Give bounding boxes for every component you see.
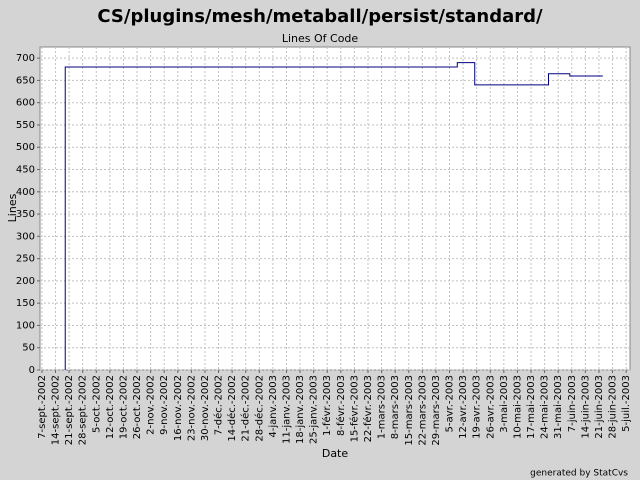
data-line bbox=[64, 62, 603, 370]
x-tick-label: 14-sept.-2002 bbox=[51, 375, 62, 445]
y-tick-label: 200 bbox=[16, 276, 35, 287]
x-tick-label: 1-févr.-2003 bbox=[321, 375, 333, 436]
x-tick-label: 21-déc.-2002 bbox=[240, 375, 252, 442]
x-tick-label: 14-juin-2003 bbox=[580, 375, 591, 439]
plot-area bbox=[39, 46, 631, 371]
x-tick-label: 30-nov.-2002 bbox=[200, 375, 211, 441]
x-tick-label: 15-févr.-2003 bbox=[348, 375, 360, 442]
x-tick-label: 5-juil.-2003 bbox=[621, 375, 632, 432]
x-tick-label: 24-mai-2003 bbox=[540, 375, 551, 439]
x-tick-label: 28-sept.-2002 bbox=[78, 375, 89, 445]
x-tick-label: 3-mai-2003 bbox=[499, 375, 510, 433]
x-tick-label: 18-janv.-2003 bbox=[295, 375, 306, 444]
y-tick-label: 450 bbox=[16, 165, 35, 176]
chart-title: CS/plugins/mesh/metaball/persist/standar… bbox=[97, 6, 543, 27]
x-tick-label: 7-juin-2003 bbox=[567, 375, 578, 432]
x-tick-label: 1-mars-2003 bbox=[377, 375, 388, 439]
x-tick-label: 14-déc.-2002 bbox=[226, 375, 238, 442]
y-tick-label: 50 bbox=[22, 343, 35, 354]
x-tick-label: 23-nov.-2002 bbox=[186, 375, 197, 441]
x-tick-label: 17-mai-2003 bbox=[526, 375, 537, 439]
x-tick-label: 12-avr.-2003 bbox=[458, 375, 469, 439]
x-tick-label: 28-déc.-2002 bbox=[253, 375, 265, 442]
y-tick-label: 600 bbox=[16, 98, 35, 109]
y-tick-label: 650 bbox=[16, 75, 35, 86]
y-tick-label: 250 bbox=[16, 254, 35, 265]
x-tick-label: 12-oct.-2002 bbox=[105, 375, 116, 439]
x-tick-label: 4-janv.-2003 bbox=[268, 375, 279, 438]
x-tick-label: 25-janv.-2003 bbox=[309, 375, 320, 444]
x-tick-label: 22-févr.-2003 bbox=[362, 375, 374, 442]
x-tick-label: 7-déc.-2002 bbox=[213, 375, 225, 435]
x-tick-label: 8-févr.-2003 bbox=[335, 375, 347, 436]
footer: generated by StatCvs bbox=[530, 469, 628, 479]
x-tick-label: 7-sept.-2002 bbox=[37, 375, 48, 439]
x-tick-label: 19-oct.-2002 bbox=[118, 375, 129, 439]
x-tick-label: 22-mars-2003 bbox=[417, 375, 428, 446]
x-tick-label: 21-juin-2003 bbox=[594, 375, 605, 439]
y-tick-label: 350 bbox=[16, 209, 35, 220]
x-tick-label: 2-nov.-2002 bbox=[146, 375, 157, 435]
x-tick-label: 9-nov.-2002 bbox=[159, 375, 170, 435]
chart-subtitle: Lines Of Code bbox=[282, 32, 359, 45]
x-tick-label: 15-mars-2003 bbox=[404, 375, 415, 446]
y-tick-label: 500 bbox=[16, 142, 35, 153]
x-tick-label: 19-avr.-2003 bbox=[472, 375, 483, 439]
y-axis-label: Lines bbox=[6, 193, 19, 222]
x-tick-label: 26-oct.-2002 bbox=[132, 375, 143, 439]
x-tick-label: 21-sept.-2002 bbox=[64, 375, 75, 445]
x-tick-label: 10-mai-2003 bbox=[512, 375, 523, 439]
x-tick-label: 5-oct.-2002 bbox=[91, 375, 102, 433]
x-tick-label: 31-mai-2003 bbox=[553, 375, 564, 439]
x-tick-label: 16-nov.-2002 bbox=[173, 375, 184, 441]
y-tick-label: 0 bbox=[29, 365, 35, 376]
x-tick-label: 5-avr.-2003 bbox=[445, 375, 456, 432]
y-tick-label: 300 bbox=[16, 231, 35, 242]
x-axis-label: Date bbox=[322, 447, 349, 460]
x-tick-label: 11-janv.-2003 bbox=[281, 375, 292, 444]
x-tick-label: 26-avr.-2003 bbox=[485, 375, 496, 439]
y-tick-label: 550 bbox=[16, 120, 35, 131]
y-tick-label: 700 bbox=[16, 53, 35, 64]
y-tick-label: 100 bbox=[16, 320, 35, 331]
x-tick-label: 8-mars-2003 bbox=[390, 375, 401, 439]
y-tick-label: 150 bbox=[16, 298, 35, 309]
x-tick-label: 29-mars-2003 bbox=[431, 375, 442, 446]
x-tick-label: 28-juin-2003 bbox=[608, 375, 619, 439]
y-tick-label: 400 bbox=[16, 187, 35, 198]
